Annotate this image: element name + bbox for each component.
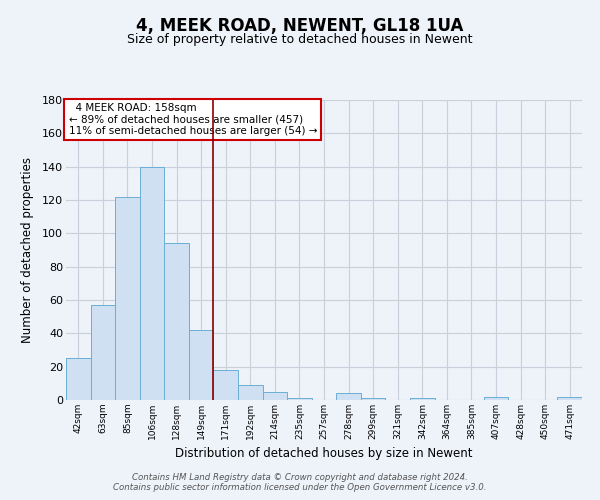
Bar [214,370,238,400]
Bar [189,330,214,400]
Bar [263,392,287,400]
Text: 4 MEEK ROAD: 158sqm  
← 89% of detached houses are smaller (457)
11% of semi-det: 4 MEEK ROAD: 158sqm ← 89% of detached ho… [68,103,317,136]
Text: Contains HM Land Registry data © Crown copyright and database right 2024.
Contai: Contains HM Land Registry data © Crown c… [113,473,487,492]
Bar [557,396,582,400]
Bar [164,244,189,400]
Bar [66,358,91,400]
Bar [238,385,263,400]
Text: Size of property relative to detached houses in Newent: Size of property relative to detached ho… [127,32,473,46]
X-axis label: Distribution of detached houses by size in Newent: Distribution of detached houses by size … [175,448,473,460]
Bar [140,166,164,400]
Bar [287,398,312,400]
Bar [336,394,361,400]
Bar [115,196,140,400]
Bar [484,396,508,400]
Text: 4, MEEK ROAD, NEWENT, GL18 1UA: 4, MEEK ROAD, NEWENT, GL18 1UA [136,18,464,36]
Bar [361,398,385,400]
Bar [91,305,115,400]
Y-axis label: Number of detached properties: Number of detached properties [21,157,34,343]
Bar [410,398,434,400]
